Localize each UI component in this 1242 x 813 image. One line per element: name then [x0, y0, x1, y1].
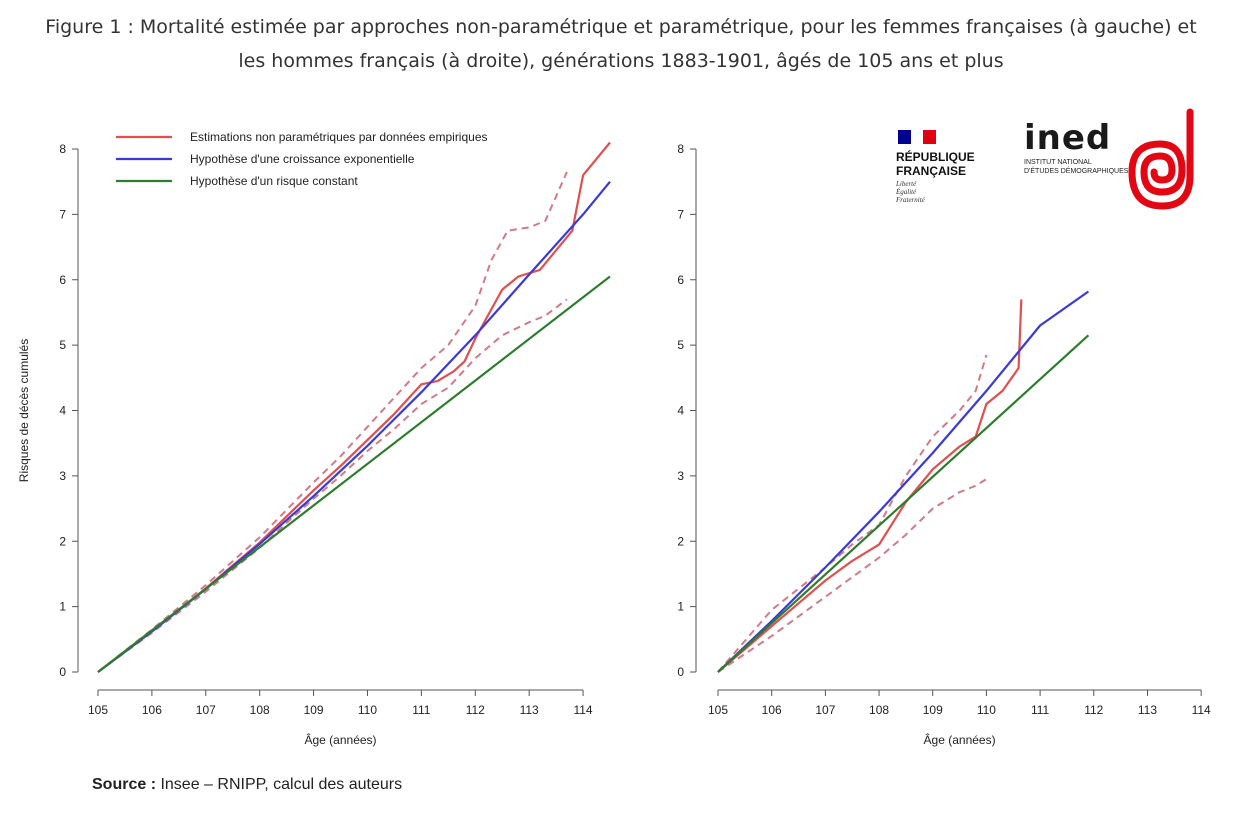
y-tick-label: 4: [677, 404, 684, 418]
source-note: Source : Insee – RNIPP, calcul des auteu…: [92, 776, 402, 794]
x-tick-label: 109: [923, 703, 943, 717]
confidence-bound-line: [717, 354, 988, 673]
x-tick-label: 113: [1138, 703, 1157, 717]
y-tick-label: 0: [59, 665, 66, 679]
x-tick-label: 106: [142, 703, 162, 717]
y-tick-label: 6: [59, 273, 66, 287]
y-tick-label: 2: [59, 534, 66, 548]
x-tick-label: 108: [250, 703, 270, 717]
y-tick-label: 3: [59, 469, 66, 483]
french-flag-icon: [898, 130, 937, 144]
figure-title-line-2: les hommes français (à droite), générati…: [238, 50, 1004, 72]
y-tick-label: 8: [677, 142, 684, 156]
x-tick-label: 111: [1031, 703, 1050, 717]
x-axis-label: Âge (années): [924, 732, 996, 747]
x-tick-label: 113: [520, 703, 539, 717]
figure-title-line-1: Figure 1 : Mortalité estimée par approch…: [45, 16, 1197, 38]
confidence-bound-line: [717, 478, 987, 673]
right-chart: 0 1 2 3 4 5 6 7 8 105 106 107 108 109 110 111 112 113 114 Â…: [677, 142, 1211, 747]
y-tick-label: 7: [59, 207, 66, 221]
y-tick-label: 2: [677, 534, 684, 548]
x-tick-label: 114: [573, 703, 592, 717]
y-tick-label: 8: [59, 142, 66, 156]
rf-name-line-1: RÉPUBLIQUE: [896, 150, 975, 164]
y-tick-label: 1: [59, 600, 66, 614]
y-tick-label: 7: [677, 207, 684, 221]
x-axis-label: Âge (années): [305, 732, 377, 747]
source-text: Insee – RNIPP, calcul des auteurs: [156, 776, 403, 793]
ined-spiral-icon: [1128, 108, 1194, 210]
rf-motto-line-3: Fraternité: [896, 196, 925, 204]
y-tick-label: 0: [677, 665, 684, 679]
figure-title: Figure 1 : Mortalité estimée par approch…: [0, 10, 1242, 78]
ined-wordmark: ined: [1024, 118, 1112, 158]
x-tick-label: 112: [466, 703, 485, 717]
x-tick-label: 110: [977, 703, 996, 717]
confidence-bound-line: [97, 171, 568, 673]
legend-entry-label: Estimations non paramétriques par donnée…: [190, 130, 488, 144]
y-tick-label: 6: [677, 273, 684, 287]
x-tick-label: 111: [412, 703, 431, 717]
rf-motto-line-2: Égalité: [896, 188, 917, 196]
x-tick-label: 105: [708, 703, 728, 717]
series-line: [97, 275, 611, 673]
left-chart: 0 1 2 3 4 5 6 7 8 105 106 107 108 109 110 111 112 113 114 Â…: [17, 130, 611, 747]
logos-banner: RÉPUBLIQUE FRANÇAISE Liberté Égalité Fra…: [876, 104, 1228, 216]
rf-motto-line-1: Liberté: [896, 180, 917, 188]
y-tick-label: 3: [677, 469, 684, 483]
x-tick-label: 108: [869, 703, 889, 717]
y-tick-label: 4: [59, 404, 66, 418]
legend-entry-label: Hypothèse d'une croissance exponentielle: [190, 152, 415, 166]
y-tick-label: 5: [677, 338, 684, 352]
y-tick-label: 5: [59, 338, 66, 352]
y-tick-label: 1: [677, 600, 684, 614]
x-tick-label: 112: [1084, 703, 1103, 717]
ined-logo: ined INSTITUT NATIONAL D'ÉTUDES DÉMOGRAP…: [1024, 118, 1128, 176]
ined-subtitle-line-1: INSTITUT NATIONAL: [1024, 159, 1092, 166]
x-tick-label: 105: [88, 703, 108, 717]
x-tick-label: 109: [304, 703, 324, 717]
x-tick-label: 114: [1192, 703, 1211, 717]
confidence-bound-line: [97, 298, 568, 673]
series-line: [717, 299, 1023, 673]
ined-subtitle-line-2: D'ÉTUDES DÉMOGRAPHIQUES: [1024, 168, 1129, 175]
series-line: [717, 290, 1090, 673]
x-tick-label: 107: [196, 703, 216, 717]
republique-francaise-logo: RÉPUBLIQUE FRANÇAISE Liberté Égalité Fra…: [896, 130, 975, 204]
rf-name-line-2: FRANÇAISE: [896, 164, 967, 178]
x-tick-label: 110: [358, 703, 377, 717]
series-line: [97, 181, 611, 673]
x-tick-label: 107: [815, 703, 835, 717]
series-line: [97, 141, 611, 673]
y-axis-label: Risques de décès cumulés: [17, 339, 31, 482]
x-tick-label: 106: [762, 703, 782, 717]
source-label: Source :: [92, 776, 157, 793]
legend-entry-label: Hypothèse d'un risque constant: [190, 174, 358, 188]
series-line: [717, 334, 1090, 673]
